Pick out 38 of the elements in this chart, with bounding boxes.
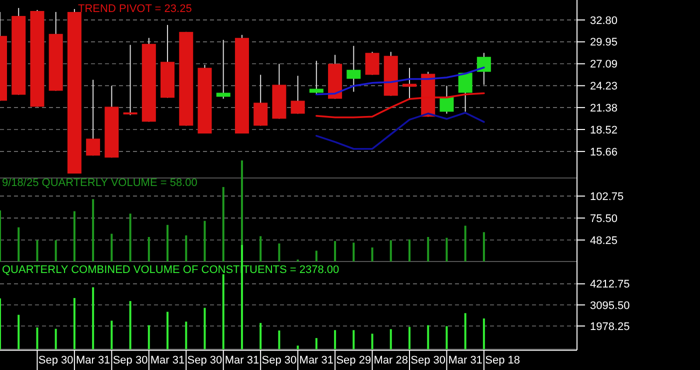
y-tick-label: 21.38 — [590, 102, 618, 114]
y-tick-label: 18.52 — [590, 124, 618, 136]
line-series — [316, 112, 485, 150]
x-tick-label: Sep 29 — [336, 354, 372, 366]
candlestick — [86, 79, 100, 156]
x-tick-label: Mar 31 — [150, 354, 185, 366]
y-tick-label: 102.75 — [590, 190, 624, 203]
x-tick-label: Mar 31 — [76, 354, 110, 366]
y-tick-label: 48.25 — [590, 234, 618, 247]
candlestick — [290, 75, 305, 114]
y-tick-label: 32.80 — [590, 14, 618, 27]
candlestick — [476, 52, 491, 86]
y-tick-label: 15.66 — [590, 146, 618, 158]
y-tick-label: 29.95 — [590, 36, 618, 49]
y-tick-label: 4212.75 — [590, 278, 630, 291]
x-tick-label: Sep 30 — [187, 354, 222, 366]
y-tick-label: 24.23 — [590, 80, 618, 93]
candlestick — [254, 74, 268, 126]
candlestick — [123, 44, 138, 116]
candlestick — [309, 60, 324, 96]
candlestick — [458, 72, 472, 112]
y-tick-label: 1978.25 — [590, 320, 630, 333]
x-tick-label: Mar 31 — [299, 354, 334, 366]
x-tick-label: Mar 28 — [374, 354, 408, 366]
x-tick-label: Sep 30 — [262, 354, 297, 366]
x-tick-label: Sep 30 — [38, 354, 74, 366]
x-tick-label: Sep 30 — [112, 354, 148, 366]
candlestick — [346, 45, 361, 92]
x-tick-label: Mar 31 — [224, 354, 260, 366]
candlestick — [365, 51, 380, 76]
chart-title: TREND PIVOT = 23.25 — [78, 3, 192, 15]
text: 9/18/25 QUARTERLY VOLUME = 58.00 — [2, 177, 198, 189]
y-tick-label: 27.09 — [590, 58, 618, 71]
x-tick-label: Sep 18 — [485, 354, 520, 366]
y-tick-label: 3095.50 — [590, 300, 630, 312]
x-tick-label: Sep 30 — [410, 354, 446, 366]
x-tick-label: Mar 31 — [448, 354, 482, 366]
y-tick-label: 75.50 — [590, 212, 618, 225]
